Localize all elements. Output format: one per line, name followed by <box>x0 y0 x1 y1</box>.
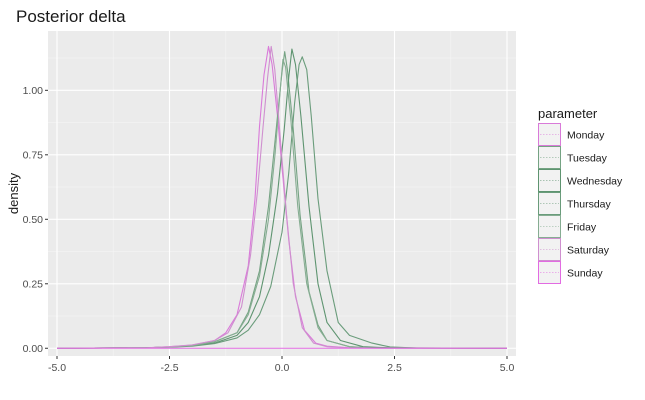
legend-label-monday: Monday <box>567 130 605 142</box>
x-tick-label: -5.0 <box>48 362 66 374</box>
x-tick-label: 2.5 <box>387 362 402 374</box>
x-tick-label: -2.5 <box>160 362 178 374</box>
legend-label-saturday: Saturday <box>567 245 610 257</box>
x-tick-label: 5.0 <box>500 362 515 374</box>
legend-label-sunday: Sunday <box>567 268 603 280</box>
y-tick-label: 0.25 <box>23 278 44 290</box>
y-tick-label: 0.75 <box>23 149 44 161</box>
x-axis-ticks: -5.0 -2.5 0.0 2.5 5.0 <box>48 356 514 374</box>
density-lines <box>56 45 508 349</box>
x-tick-label: 0.0 <box>275 362 290 374</box>
series-line-saturday <box>56 45 508 349</box>
legend-label-thursday: Thursday <box>567 199 612 211</box>
y-tick-label: 0.00 <box>23 343 44 355</box>
series-line-friday <box>56 58 508 349</box>
legend: parameter Monday Tuesday Wednesday Thursday… <box>538 106 623 284</box>
y-tick-label: 1.00 <box>23 85 44 97</box>
legend-label-wednesday: Wednesday <box>567 176 623 188</box>
y-tick-label: 0.50 <box>23 214 44 226</box>
y-axis-ticks: 0.00 0.25 0.50 0.75 1.00 <box>23 85 48 355</box>
legend-title: parameter <box>538 106 598 121</box>
chart-title: Posterior delta <box>16 7 126 26</box>
y-axis-title: density <box>6 172 21 214</box>
legend-label-tuesday: Tuesday <box>567 153 608 165</box>
series-line-thursday <box>56 56 508 349</box>
legend-label-friday: Friday <box>567 222 597 234</box>
